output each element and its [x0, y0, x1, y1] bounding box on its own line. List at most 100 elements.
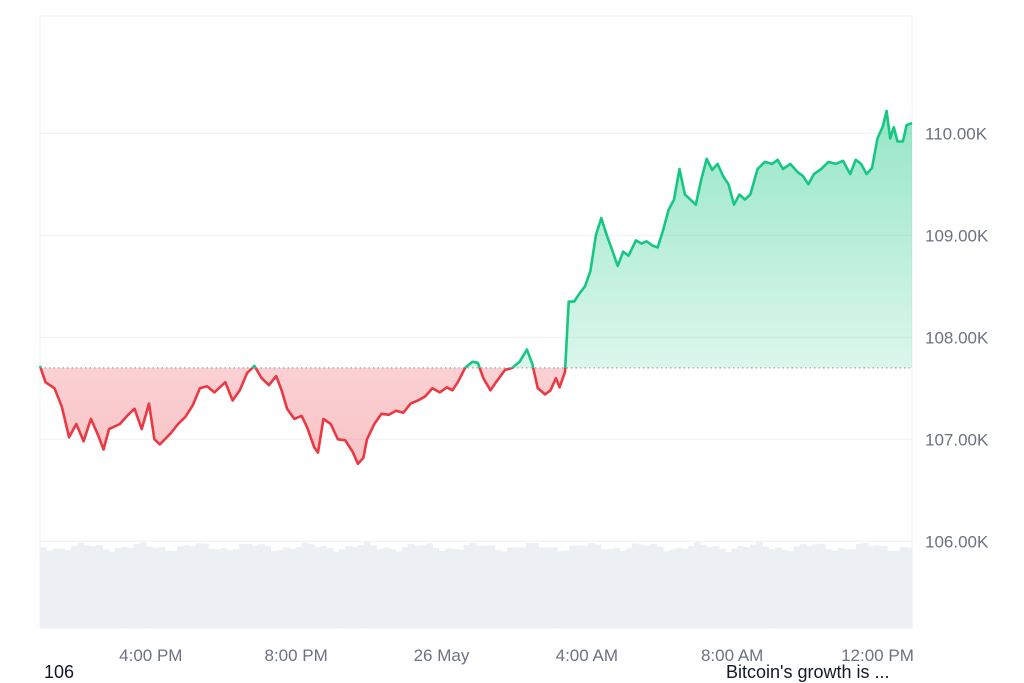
volume-bar — [326, 548, 334, 628]
volume-bar — [519, 547, 527, 628]
volume-bar — [170, 551, 178, 628]
volume-bar — [469, 542, 477, 628]
volume-bar — [650, 544, 658, 628]
volume-bar — [774, 547, 782, 628]
volume-bar — [195, 543, 203, 628]
volume-bar — [395, 551, 402, 628]
y-tick-label: 107.00K — [925, 430, 989, 449]
volume-bar — [444, 548, 452, 628]
volume-bar — [619, 550, 627, 628]
volume-bar — [538, 547, 546, 628]
volume-bar — [588, 542, 595, 628]
volume-bar — [525, 543, 533, 628]
volume-bar — [58, 548, 66, 628]
volume-bar — [282, 547, 290, 628]
volume-bar — [681, 549, 689, 628]
volume-bars — [40, 542, 913, 628]
volume-bar — [737, 545, 745, 628]
volume-bar — [613, 548, 620, 628]
volume-bar — [482, 545, 490, 628]
volume-bar — [139, 542, 147, 628]
volume-bar — [880, 545, 888, 628]
volume-bar — [301, 542, 309, 628]
volume-bar — [46, 550, 54, 628]
volume-bar — [419, 544, 427, 628]
volume-bar — [718, 548, 726, 628]
volume-bar — [631, 543, 639, 628]
price-line-above-baseline — [38, 109, 913, 368]
volume-bar — [569, 545, 577, 628]
volume-bar — [120, 547, 128, 628]
volume-bar — [600, 549, 608, 628]
volume-bar — [133, 543, 141, 628]
volume-bar — [500, 551, 508, 628]
volume-bar — [220, 547, 228, 628]
volume-bar — [563, 550, 571, 628]
volume-bar — [345, 545, 353, 628]
volume-bar — [849, 549, 857, 628]
volume-bar — [550, 547, 558, 628]
volume-bar — [307, 544, 315, 628]
volume-bar — [208, 548, 215, 628]
volume-bar — [669, 549, 676, 628]
volume-bar — [899, 547, 907, 628]
volume-bar — [438, 550, 446, 628]
volume-bar — [837, 548, 845, 628]
volume-bar — [258, 544, 265, 628]
volume-bar — [370, 545, 377, 628]
volume-bar — [295, 546, 303, 628]
volume-bar — [145, 546, 153, 628]
volume-bar — [868, 546, 876, 628]
volume-bar — [108, 551, 116, 628]
volume-bar — [357, 545, 365, 628]
volume-bar — [725, 551, 732, 628]
x-tick-label: 4:00 AM — [556, 646, 618, 665]
volume-bar — [862, 543, 869, 628]
volume-bar — [818, 543, 826, 628]
volume-bar — [893, 550, 901, 628]
volume-bar — [874, 545, 882, 628]
area-above-baseline — [40, 110, 912, 368]
x-tick-label: 12:00 PM — [841, 646, 914, 665]
volume-bar — [556, 551, 564, 628]
footer-left-text: 106 — [44, 662, 75, 682]
volume-bar — [606, 549, 614, 628]
x-tick-label: 8:00 AM — [701, 646, 763, 665]
volume-bar — [731, 548, 739, 628]
volume-bar — [102, 549, 110, 628]
volume-bar — [289, 548, 296, 628]
volume-bar — [332, 551, 340, 628]
volume-bar — [637, 544, 645, 628]
volume-bar — [64, 549, 72, 628]
x-tick-label: 26 May — [414, 646, 470, 665]
volume-bar — [71, 545, 78, 628]
footer-article-link[interactable]: Bitcoin's growth is ... — [726, 662, 890, 682]
volume-bar — [855, 544, 863, 628]
x-tick-label: 4:00 PM — [119, 646, 182, 665]
volume-bar — [905, 547, 913, 628]
volume-bar — [314, 547, 321, 628]
volume-bar — [488, 545, 496, 628]
volume-bar — [382, 547, 390, 628]
volume-bar — [644, 545, 651, 628]
volume-bar — [476, 545, 483, 628]
volume-bar — [812, 544, 820, 628]
y-tick-label: 108.00K — [925, 328, 989, 347]
y-axis: 110.00K 109.00K 108.00K 107.00K 106.00K — [925, 124, 989, 551]
y-tick-label: 106.00K — [925, 532, 989, 551]
volume-bar — [89, 546, 97, 628]
volume-bar — [706, 547, 714, 628]
volume-bar — [226, 550, 234, 628]
volume-bar — [320, 545, 328, 628]
volume-bar — [40, 547, 47, 628]
volume-bar — [507, 547, 514, 628]
volume-bar — [338, 549, 346, 628]
volume-bar — [83, 545, 91, 628]
volume-bar — [351, 547, 359, 628]
volume-bar — [662, 551, 670, 628]
volume-bar — [594, 544, 602, 628]
volume-bar — [96, 545, 103, 628]
volume-bar — [388, 549, 396, 628]
volume-bar — [127, 547, 135, 628]
